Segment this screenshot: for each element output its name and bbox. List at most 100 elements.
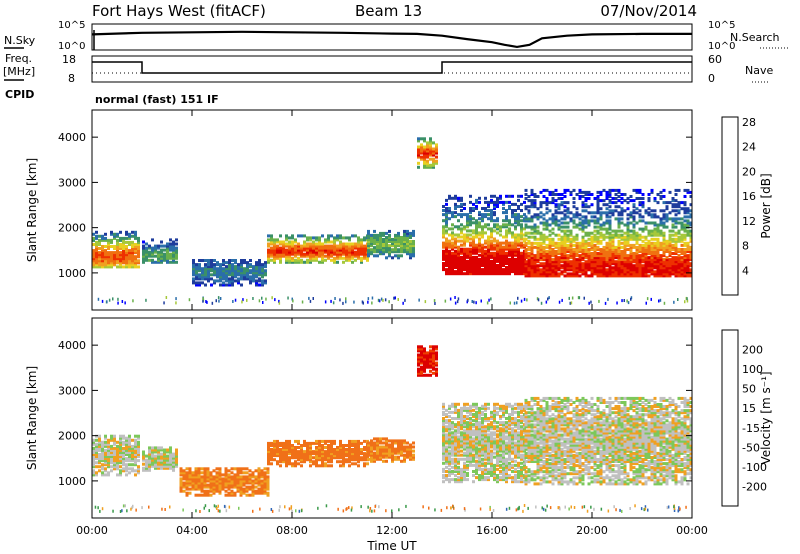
power-cell xyxy=(617,221,621,225)
power-cell xyxy=(638,235,642,239)
velocity-cell xyxy=(200,485,204,489)
power-cell xyxy=(508,207,511,210)
power-cell xyxy=(514,221,517,225)
power-cell xyxy=(107,265,110,269)
power-cell xyxy=(638,188,642,192)
power-cell xyxy=(505,253,508,257)
power-cell xyxy=(545,227,549,231)
velocity-cell xyxy=(134,448,137,452)
power-cell xyxy=(626,201,630,205)
power-cell xyxy=(442,241,445,245)
power-cell xyxy=(445,202,448,206)
power-cell xyxy=(620,270,624,274)
power-cell xyxy=(620,193,624,196)
velocity-cell xyxy=(288,450,291,454)
power-cell xyxy=(629,233,633,237)
power-cell xyxy=(545,199,549,203)
power-cell xyxy=(644,241,648,245)
power-cell xyxy=(527,262,531,266)
velocity-cell xyxy=(260,491,264,495)
power-cell xyxy=(542,270,546,274)
power-cell xyxy=(517,266,520,269)
velocity-cell xyxy=(448,457,451,461)
power-cell xyxy=(611,245,615,249)
power-cell xyxy=(475,221,478,225)
velocity-cell xyxy=(282,456,285,460)
velocity-cell xyxy=(169,454,172,458)
velocity-cell xyxy=(134,442,137,446)
power-cell xyxy=(242,298,244,302)
power-cell xyxy=(620,229,624,233)
power-cell xyxy=(647,231,651,235)
power-cell xyxy=(602,248,606,251)
power-cell xyxy=(445,239,448,243)
velocity-cell xyxy=(345,454,348,458)
velocity-cell xyxy=(263,487,267,491)
power-cell xyxy=(596,262,600,266)
power-cell xyxy=(581,190,585,194)
velocity-cell xyxy=(203,491,207,495)
power-cell xyxy=(211,301,214,305)
power-cell xyxy=(572,219,576,223)
power-cell xyxy=(557,264,561,268)
power-cell xyxy=(451,243,454,247)
power-cell xyxy=(602,233,606,237)
velocity-cell xyxy=(151,464,154,468)
velocity-cell xyxy=(157,456,160,460)
power-cell xyxy=(385,250,388,254)
power-cell xyxy=(656,233,660,237)
power-cell xyxy=(216,275,219,279)
power-cell xyxy=(216,273,219,277)
power-cell xyxy=(608,193,612,196)
power-cell xyxy=(623,264,627,268)
velocity-cell xyxy=(429,369,432,373)
velocity-cell xyxy=(175,452,178,456)
velocity-cell xyxy=(203,479,207,483)
power-cell xyxy=(362,301,364,305)
power-cell xyxy=(659,258,663,262)
velocity-cell xyxy=(92,465,95,469)
velocity-cell xyxy=(154,446,157,450)
power-cell xyxy=(417,145,420,149)
power-cell xyxy=(620,245,624,249)
power-cell xyxy=(530,260,534,264)
power-cell xyxy=(379,248,382,252)
power-cell xyxy=(677,239,681,243)
velocity-cell xyxy=(157,460,160,464)
velocity-cell xyxy=(348,456,351,460)
power-cell xyxy=(536,266,540,270)
velocity-cell xyxy=(107,444,110,448)
power-cell xyxy=(312,256,315,260)
velocity-cell xyxy=(142,458,145,462)
velocity-cell xyxy=(321,448,324,451)
velocity-cell xyxy=(376,449,379,453)
velocity-cell xyxy=(448,423,451,427)
power-cell xyxy=(569,268,573,272)
velocity-cell xyxy=(445,457,448,461)
velocity-cell xyxy=(357,458,360,462)
power-cell xyxy=(530,201,534,205)
power-cell xyxy=(596,197,600,200)
power-cell xyxy=(611,252,615,255)
velocity-cell xyxy=(318,456,321,460)
power-cell xyxy=(566,229,570,233)
power-cell xyxy=(478,225,481,229)
velocity-cell xyxy=(107,461,110,465)
power-cell xyxy=(409,248,412,252)
power-cell xyxy=(626,233,630,237)
velocity-cell xyxy=(423,359,426,363)
velocity-cell xyxy=(122,451,125,454)
power-cell xyxy=(132,299,134,303)
power-cell xyxy=(360,242,363,246)
power-cell xyxy=(309,254,312,258)
velocity-cell xyxy=(345,448,348,451)
power-cell xyxy=(249,259,252,262)
power-cell xyxy=(530,217,534,221)
power-cell xyxy=(653,233,657,237)
power-cell xyxy=(596,211,600,215)
power-cell xyxy=(288,252,291,256)
power-cell xyxy=(653,227,657,231)
power-cell xyxy=(499,245,502,249)
power-cell xyxy=(683,188,687,192)
power-cell xyxy=(551,239,555,243)
